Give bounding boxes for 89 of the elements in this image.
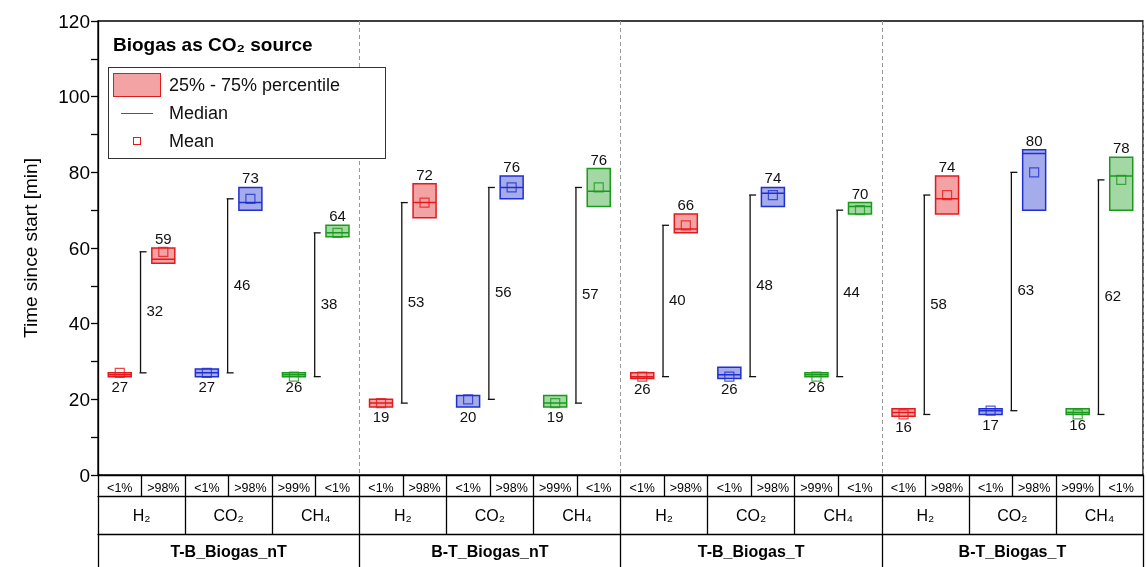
annotation: 19 [372,408,390,426]
x-tick-label: <1% [107,480,133,495]
text: CO₂ [213,506,244,524]
annotation: Mean [169,130,215,152]
y-tick-label: 100 [58,86,90,108]
y-axis-title: Time since start [min] [20,158,41,338]
annotation: 26 [285,377,303,395]
text: T-B_Biogas_nT [170,542,288,560]
x-tick-label: <1% [324,480,351,495]
annotation: 74 [764,169,782,187]
x-tick-label: <1% [194,480,220,495]
x-tick-label: >98% [495,480,528,495]
text: B-T_Biogas_T [958,542,1067,560]
annotation: 27 [111,377,129,395]
x-tick-label: <1% [1108,480,1134,495]
text: H₂ [655,506,673,524]
y-tick-label: 20 [68,388,90,410]
annotation: Median [169,102,229,124]
annotation: 59 [154,230,172,247]
annotation: 27 [198,377,216,395]
x-tick-label: >99% [1061,480,1094,495]
text: CH₄ [823,506,854,524]
annotation: 17 [982,415,999,433]
x-tick-label: >98% [930,480,964,495]
y-tick-label: 40 [68,313,90,335]
y-tick-label: 120 [58,10,90,32]
text: CH₄ [562,506,592,524]
x-tick-label: >99% [800,480,833,495]
annotation: 26 [721,379,738,397]
x-tick-label: >98% [234,480,267,495]
x-tick-label: <1% [368,480,394,495]
annotation: 48 [756,275,773,293]
annotation: 78 [1112,139,1130,157]
x-tick-label: >99% [539,480,572,495]
text: H₂ [393,506,412,524]
text: H₂ [916,506,935,524]
text: CO₂ [736,506,767,524]
annotation: 44 [843,283,860,301]
annotation: 80 [1025,131,1043,149]
x-tick-label: >98% [147,480,180,495]
annotation: 70 [851,184,869,202]
x-tick-label: <1% [890,480,917,495]
annotation: 20 [459,408,477,426]
annotation: 74 [938,158,956,176]
annotation: 66 [677,195,695,213]
annotation: 53 [407,292,425,310]
annotation: 63 [1017,281,1035,299]
text: H₂ [132,506,151,524]
annotation: 38 [320,294,338,312]
annotation: 26 [633,379,651,397]
legend: 25% - 75% percentile Median Mean [108,67,386,159]
x-tick-label: <1% [455,480,481,495]
text: CH₄ [1084,506,1115,524]
text: Biogas as CO₂ source [113,34,313,55]
x-tick-label: <1% [716,480,743,495]
annotation: 73 [242,169,259,187]
annotation: 56 [494,283,512,301]
x-tick-label: >98% [1017,480,1051,495]
x-tick-label: <1% [586,480,612,495]
x-tick-label: >98% [408,480,441,495]
y-tick-label: 80 [68,161,90,183]
annotation: 46 [233,275,251,293]
annotation: 26 [808,377,825,395]
annotation: 19 [546,408,564,426]
annotation: 62 [1104,287,1122,305]
y-tick-label: 60 [68,237,90,259]
text: CO₂ [997,506,1028,524]
x-tick-label: >98% [756,480,790,495]
text: T-B_Biogas_T [697,542,805,560]
text: B-T_Biogas_nT [431,542,549,560]
annotation: 16 [1069,415,1087,433]
x-tick-label: <1% [629,480,655,495]
x-tick-label: >99% [277,480,311,495]
annotation: 72 [416,165,433,183]
y-tick-label: 0 [79,464,90,486]
x-tick-label: >98% [669,480,702,495]
x-tick-label: <1% [847,480,873,495]
annotation: 76 [503,158,520,176]
annotation: 57 [581,285,599,303]
x-tick-label: <1% [977,480,1004,495]
annotation: 16 [895,417,912,435]
annotation: 76 [590,150,608,168]
annotation: 32 [146,302,164,320]
annotation: 25% - 75% percentile [169,74,341,96]
text: CO₂ [474,506,505,524]
annotation: 40 [669,290,686,308]
annotation: 64 [329,207,346,225]
text: CH₄ [300,506,331,524]
annotation: 58 [930,294,947,312]
